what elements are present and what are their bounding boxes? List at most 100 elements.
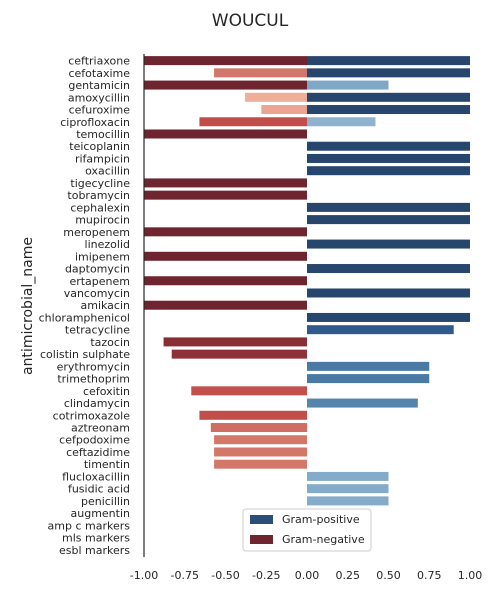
bar-gram-positive-erythromycin xyxy=(307,361,430,371)
y-tick-label-tetracycline: tetracycline xyxy=(65,324,130,337)
x-tick-label-7: 0.75 xyxy=(417,569,442,582)
y-tick-label-aztreonam: aztreonam xyxy=(71,422,130,435)
bar-gram-positive-vancomycin xyxy=(307,288,470,298)
bar-gram-negative-colistin-sulphate xyxy=(171,349,307,359)
bar-gram-positive-cefuroxime xyxy=(307,105,470,115)
y-tick-label-temocillin: temocillin xyxy=(76,128,130,141)
y-tick-label-tazocin: tazocin xyxy=(90,336,130,349)
x-tick-label-0: -1.00 xyxy=(130,569,158,582)
bar-gram-negative-amikacin xyxy=(144,300,307,310)
y-tick-label-cefotaxime: cefotaxime xyxy=(68,67,130,80)
bar-gram-positive-oxacillin xyxy=(307,166,470,176)
bar-gram-positive-rifampicin xyxy=(307,153,470,163)
x-tick-label-3: -0.25 xyxy=(252,569,280,582)
y-tick-label-amoxycillin: amoxycillin xyxy=(68,91,130,104)
bar-gram-positive-penicillin xyxy=(307,496,389,506)
y-tick-label-flucloxacillin: flucloxacillin xyxy=(62,470,130,483)
y-tick-label-daptomycin: daptomycin xyxy=(65,263,130,276)
y-tick-label-meropenem: meropenem xyxy=(63,226,130,239)
x-tick-labels: -1.00 -0.75 -0.50 -0.25 0.00 0.25 0.50 0.75 1.00 xyxy=(130,569,482,582)
y-tick-label-erythromycin: erythromycin xyxy=(57,360,130,373)
x-tick-label-6: 0.50 xyxy=(376,569,401,582)
y-axis-label: antimicrobial_name xyxy=(20,237,36,375)
bar-gram-positive-teicoplanin xyxy=(307,141,470,151)
y-tick-label-ciprofloxacin: ciprofloxacin xyxy=(60,116,130,129)
chart-title: WOUCUL xyxy=(212,11,289,31)
bar-gram-positive-chloramphenicol xyxy=(307,312,470,322)
bar-gram-negative-cefotaxime xyxy=(214,68,307,78)
y-tick-label-cefoxitin: cefoxitin xyxy=(83,385,130,398)
bar-gram-negative-tigecycline xyxy=(144,178,307,188)
bar-gram-positive-flucloxacillin xyxy=(307,471,389,481)
bar-gram-negative-cefoxitin xyxy=(191,386,307,396)
bar-gram-negative-ceftriaxone xyxy=(144,56,307,66)
bar-gram-negative-temocillin xyxy=(144,129,307,139)
legend-frame xyxy=(242,508,372,552)
bar-gram-negative-meropenem xyxy=(144,227,307,237)
bar-gram-positive-amoxycillin xyxy=(307,92,470,102)
bar-gram-negative-ertapenem xyxy=(144,276,307,286)
bar-gram-positive-gentamicin xyxy=(307,80,389,90)
bar-gram-negative-aztreonam xyxy=(210,423,307,433)
y-tick-label-tigecycline: tigecycline xyxy=(70,177,130,190)
bar-gram-positive-clindamycin xyxy=(307,398,418,408)
legend-label-gram-positive: Gram-positive xyxy=(282,513,360,526)
legend-swatch-gram-positive xyxy=(250,515,273,524)
y-tick-label-colistin-sulphate: colistin sulphate xyxy=(40,348,130,361)
bar-gram-negative-cotrimoxazole xyxy=(199,410,307,420)
legend-swatch-gram-negative xyxy=(250,535,273,544)
y-tick-label-teicoplanin: teicoplanin xyxy=(69,140,130,153)
bar-gram-positive-tetracycline xyxy=(307,325,454,335)
legend: Gram-positive Gram-negative xyxy=(242,508,372,552)
y-tick-label-clindamycin: clindamycin xyxy=(64,397,130,410)
y-tick-label-ceftriaxone: ceftriaxone xyxy=(68,55,130,68)
bar-gram-positive-cephalexin xyxy=(307,202,470,212)
y-tick-label-rifampicin: rifampicin xyxy=(75,152,130,165)
bar-gram-negative-imipenem xyxy=(144,251,307,261)
bar-gram-negative-tazocin xyxy=(163,337,307,347)
y-tick-label-imipenem: imipenem xyxy=(75,250,130,263)
bar-gram-positive-ciprofloxacin xyxy=(307,117,376,127)
bar-gram-negative-gentamicin xyxy=(144,80,307,90)
bar-gram-positive-trimethoprim xyxy=(307,374,430,384)
bars-group xyxy=(144,56,470,506)
bar-gram-positive-cefotaxime xyxy=(307,68,470,78)
y-tick-label-chloramphenicol: chloramphenicol xyxy=(39,311,130,324)
y-tick-label-gentamicin: gentamicin xyxy=(68,79,130,92)
y-tick-label-cephalexin: cephalexin xyxy=(70,201,130,214)
bar-gram-negative-ciprofloxacin xyxy=(199,117,307,127)
x-tick-label-4: 0.00 xyxy=(295,569,320,582)
y-tick-label-penicillin: penicillin xyxy=(81,495,130,508)
bar-gram-negative-cefpodoxime xyxy=(214,435,307,445)
bar-gram-positive-daptomycin xyxy=(307,264,470,274)
y-tick-label-trimethoprim: trimethoprim xyxy=(57,373,130,386)
y-tick-label-fusidic-acid: fusidic acid xyxy=(68,483,130,496)
y-tick-label-mupirocin: mupirocin xyxy=(75,214,130,227)
y-tick-label-amikacin: amikacin xyxy=(80,299,130,312)
y-tick-label-esbl-markers: esbl markers xyxy=(59,544,130,557)
y-tick-label-ertapenem: ertapenem xyxy=(69,275,130,288)
x-tick-label-1: -0.75 xyxy=(171,569,199,582)
bar-gram-negative-cefuroxime xyxy=(261,105,307,115)
y-tick-label-linezolid: linezolid xyxy=(85,238,130,251)
bar-gram-negative-amoxycillin xyxy=(245,92,307,102)
y-tick-label-ceftazidime: ceftazidime xyxy=(66,446,130,459)
y-tick-label-cotrimoxazole: cotrimoxazole xyxy=(53,409,131,422)
y-tick-label-amp-c-markers: amp c markers xyxy=(48,519,131,532)
y-tick-label-vancomycin: vancomycin xyxy=(64,287,130,300)
y-tick-label-oxacillin: oxacillin xyxy=(85,165,130,178)
y-tick-labels: ceftriaxonecefotaximegentamicinamoxycill… xyxy=(39,55,131,557)
bar-gram-positive-mupirocin xyxy=(307,215,470,225)
x-tick-label-5: 0.25 xyxy=(336,569,361,582)
bar-gram-negative-ceftazidime xyxy=(214,447,307,457)
x-tick-label-8: 1.00 xyxy=(458,569,483,582)
bar-gram-positive-fusidic-acid xyxy=(307,484,389,494)
legend-label-gram-negative: Gram-negative xyxy=(282,533,365,546)
bar-gram-positive-linezolid xyxy=(307,239,470,249)
bar-gram-negative-tobramycin xyxy=(144,190,307,200)
y-tick-label-tobramycin: tobramycin xyxy=(67,189,130,202)
y-tick-label-timentin: timentin xyxy=(84,458,130,471)
bar-gram-positive-ceftriaxone xyxy=(307,56,470,66)
bar-gram-negative-timentin xyxy=(214,459,307,469)
